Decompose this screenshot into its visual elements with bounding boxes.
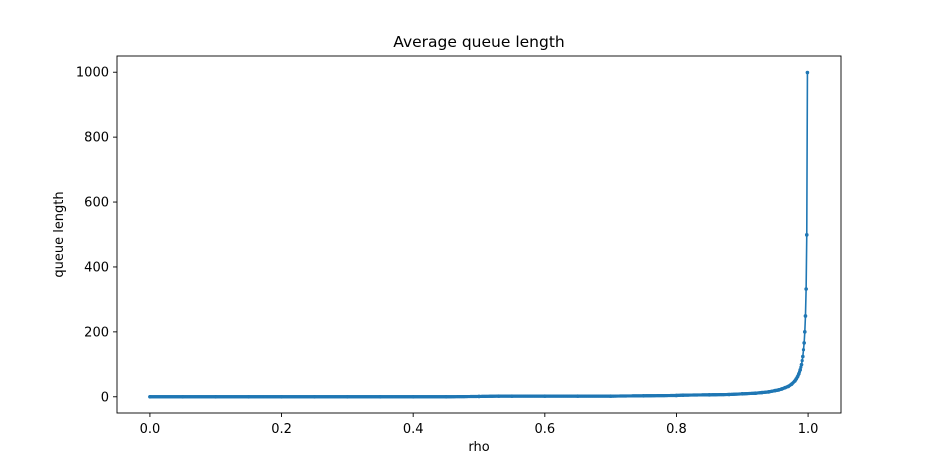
data-point [797,371,801,376]
x-tick-label: 0.4 [403,422,424,437]
data-point [213,394,218,399]
data-point [798,368,802,372]
data-point [279,394,284,399]
data-point [776,388,781,392]
y-tick-label: 400 [84,260,109,275]
data-point [779,387,784,391]
data-point [773,388,777,393]
data-point [378,394,383,399]
chart-title: Average queue length [393,33,564,51]
series-layer [148,70,810,399]
data-point [766,390,771,394]
data-point [740,392,745,396]
x-tick-label: 0.6 [534,422,555,437]
data-point [681,393,685,397]
y-tick-label: 800 [84,131,109,146]
x-tick-label: 0.8 [666,422,687,437]
data-point [727,392,731,397]
y-tick-label: 200 [84,325,109,340]
data-point [804,233,809,237]
data-point [804,287,808,291]
data-point [181,394,185,399]
data-point [801,348,806,352]
data-point [496,394,501,398]
data-point [674,393,679,398]
y-tick-label: 600 [84,196,109,211]
data-point [789,382,794,386]
y-axis-label: queue length [52,191,67,277]
data-point [803,314,808,318]
y-axis-ticks: 0 200 400 600 800 1000 [76,66,117,405]
y-tick-label: 1000 [76,66,109,81]
data-point [801,354,805,359]
data-point [575,394,580,398]
data-point [246,394,251,399]
data-point [783,385,787,390]
y-tick-label: 0 [101,390,109,405]
data-point [799,362,804,367]
data-point [148,394,152,399]
data-point [707,393,712,397]
data-point [799,365,803,369]
x-tick-label: 0.2 [271,422,292,437]
x-axis-ticks: 0.0 0.2 0.4 0.6 0.8 1.0 [140,413,819,437]
data-point [760,390,764,395]
plot-area [117,56,841,413]
plot-frame [116,55,842,414]
data-point [786,384,791,389]
data-point [477,394,481,399]
data-point [641,394,646,398]
data-point [802,341,806,345]
data-point [345,394,350,399]
data-point [803,330,807,334]
data-point [543,394,547,398]
data-point [444,394,448,399]
data-point [312,394,317,399]
data-point [411,394,415,399]
data-point [510,394,514,398]
x-tick-label: 0.0 [140,422,161,437]
data-point [753,391,758,396]
data-point [795,374,800,379]
data-point [800,358,804,363]
x-tick-label: 1.0 [798,422,819,437]
data-point [608,394,613,398]
data-point [805,70,810,75]
x-axis-label: rho [468,440,489,455]
